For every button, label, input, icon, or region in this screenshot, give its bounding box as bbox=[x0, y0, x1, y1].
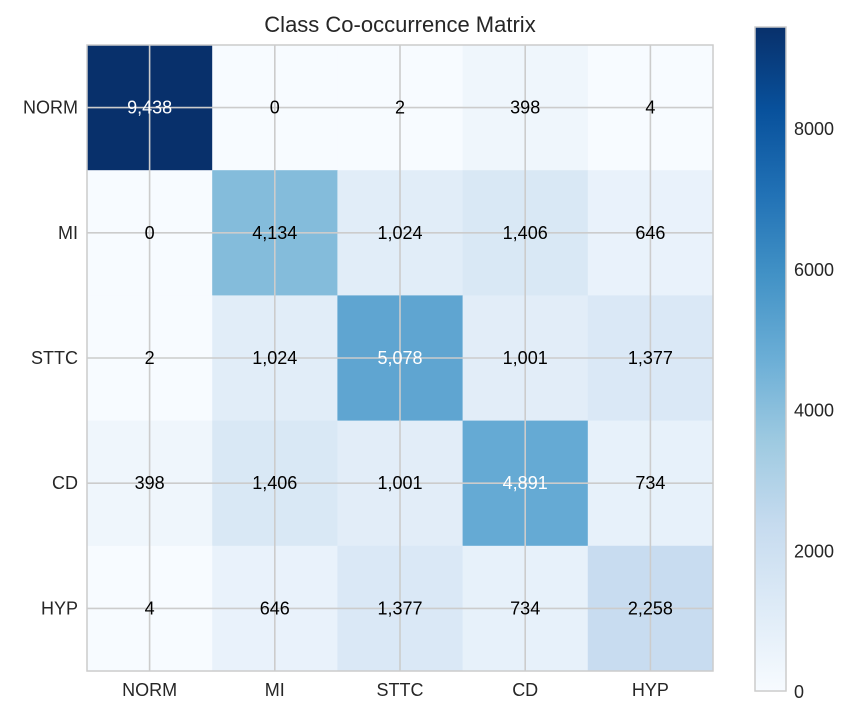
cell-value-label: 1,001 bbox=[503, 348, 548, 368]
y-tick-label: NORM bbox=[23, 98, 78, 118]
y-tick-label: MI bbox=[58, 223, 78, 243]
chart-title: Class Co-occurrence Matrix bbox=[264, 12, 535, 37]
cell-value-label: 1,406 bbox=[252, 473, 297, 493]
y-tick-label: STTC bbox=[31, 348, 78, 368]
y-tick-labels: NORM MI STTC CD HYP bbox=[23, 98, 78, 619]
x-tick-label: CD bbox=[512, 680, 538, 700]
y-tick-label: HYP bbox=[41, 598, 78, 618]
cell-value-label: 2 bbox=[395, 98, 405, 118]
cell-value-label: 1,024 bbox=[377, 223, 422, 243]
cell-value-label: 1,377 bbox=[377, 598, 422, 618]
cell-labels: 9,438 0 2 398 4 0 4,134 1,024 1,406 646 2 1,024 5,07… bbox=[127, 98, 673, 619]
cell-value-label: 398 bbox=[510, 98, 540, 118]
x-tick-label: MI bbox=[265, 680, 285, 700]
x-tick-label: HYP bbox=[632, 680, 669, 700]
cell-value-label: 2 bbox=[145, 348, 155, 368]
y-tick-label: CD bbox=[52, 473, 78, 493]
colorbar-ticks: 0 2000 4000 6000 8000 bbox=[794, 119, 834, 702]
colorbar-tick-label: 0 bbox=[794, 682, 804, 702]
cell-value-label: 1,406 bbox=[503, 223, 548, 243]
cell-value-label: 646 bbox=[635, 223, 665, 243]
cell-value-label: 1,001 bbox=[377, 473, 422, 493]
cell-value-label: 646 bbox=[260, 598, 290, 618]
cell-value-label: 9,438 bbox=[127, 98, 172, 118]
cell-value-label: 4,891 bbox=[503, 473, 548, 493]
colorbar-tick-label: 8000 bbox=[794, 119, 834, 139]
colorbar bbox=[754, 26, 787, 692]
x-tick-label: NORM bbox=[122, 680, 177, 700]
cell-value-label: 398 bbox=[135, 473, 165, 493]
x-tick-labels: NORM MI STTC CD HYP bbox=[122, 680, 669, 700]
cell-value-label: 734 bbox=[635, 473, 665, 493]
cell-value-label: 4 bbox=[145, 598, 155, 618]
cell-value-label: 2,258 bbox=[628, 598, 673, 618]
plot-frame bbox=[86, 44, 714, 672]
colorbar-tick-label: 2000 bbox=[794, 541, 834, 561]
cell-value-label: 4 bbox=[645, 98, 655, 118]
colorbar-tick-label: 6000 bbox=[794, 260, 834, 280]
cell-value-label: 1,377 bbox=[628, 348, 673, 368]
cell-value-label: 0 bbox=[270, 98, 280, 118]
x-tick-label: STTC bbox=[377, 680, 424, 700]
cell-value-label: 734 bbox=[510, 598, 540, 618]
cell-value-label: 0 bbox=[145, 223, 155, 243]
cell-value-label: 4,134 bbox=[252, 223, 297, 243]
cell-value-label: 5,078 bbox=[377, 348, 422, 368]
gridlines bbox=[87, 45, 713, 671]
cell-value-label: 1,024 bbox=[252, 348, 297, 368]
colorbar-tick-label: 4000 bbox=[794, 401, 834, 421]
